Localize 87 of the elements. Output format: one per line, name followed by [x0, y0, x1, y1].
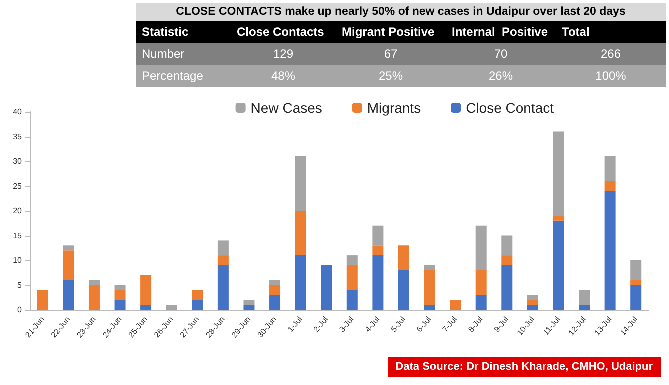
bar	[630, 285, 642, 310]
bar	[218, 256, 229, 266]
bar	[527, 295, 538, 300]
bar	[372, 226, 384, 246]
bar	[604, 181, 616, 192]
text: 67	[336, 43, 446, 65]
bar	[424, 270, 436, 306]
legend-label: Close Contact	[466, 100, 554, 116]
bar	[321, 265, 332, 310]
bar	[166, 305, 178, 310]
bar	[88, 285, 100, 310]
text: CLOSE CONTACTS make up nearly 50% of new cases in Udaipur over last 20 days	[136, 3, 666, 21]
bar	[192, 290, 204, 300]
bar	[63, 250, 74, 280]
text: 129	[231, 43, 336, 65]
bar	[218, 240, 229, 256]
bar	[295, 256, 306, 310]
y-tick-label: 5	[18, 280, 23, 290]
y-tick-label: 15	[13, 231, 23, 240]
bar	[604, 191, 616, 310]
legend-label: Migrants	[367, 100, 422, 116]
legend-label: New Cases	[250, 100, 322, 116]
text: Migrant Positive	[336, 21, 446, 43]
bar	[63, 246, 74, 251]
y-tick-label: 30	[13, 157, 23, 166]
bar	[114, 290, 126, 300]
y-tick-label: 0	[18, 306, 23, 314]
bar	[398, 270, 410, 310]
bar	[270, 285, 281, 296]
bar	[244, 305, 255, 310]
bar	[346, 265, 358, 290]
text: Close Contacts	[231, 21, 336, 43]
bar	[218, 265, 229, 310]
text: 70	[446, 43, 556, 65]
bar	[476, 270, 487, 296]
bar	[37, 290, 48, 310]
bar	[450, 300, 462, 310]
bar	[424, 265, 436, 270]
text: 25%	[336, 65, 446, 87]
y-tick-label: 35	[13, 132, 23, 142]
bar	[295, 156, 306, 211]
text: 48%	[231, 65, 336, 87]
bar	[604, 156, 616, 182]
bar	[553, 220, 564, 310]
text: Statistic	[136, 21, 231, 43]
bar	[114, 300, 126, 310]
bar	[192, 300, 204, 310]
bar	[114, 285, 126, 290]
bar	[630, 280, 642, 286]
bar	[476, 226, 487, 270]
source-note: Data Source: Dr Dinesh Kharade, CMHO, Udaipur	[388, 357, 661, 377]
bar	[553, 132, 564, 216]
bar	[140, 275, 152, 306]
bar	[270, 295, 281, 310]
bar	[502, 236, 513, 256]
text: Percentage	[136, 65, 231, 87]
bar	[295, 211, 306, 256]
bar	[527, 300, 538, 306]
text: 100%	[556, 65, 666, 87]
bar	[88, 280, 100, 286]
bar	[270, 280, 281, 286]
y-tick-label: 40	[13, 108, 23, 116]
bar	[398, 246, 410, 270]
bar	[579, 305, 590, 310]
bar	[63, 280, 74, 310]
text: Internal Positive	[446, 21, 556, 43]
bar	[140, 305, 152, 310]
bar	[579, 290, 590, 306]
bar	[244, 300, 255, 306]
text: Total	[556, 21, 666, 43]
text: Number	[136, 43, 231, 65]
y-tick-label: 20	[13, 206, 23, 216]
y-tick-label: 25	[13, 182, 23, 191]
bar	[553, 216, 564, 221]
bar	[502, 265, 513, 310]
bar	[346, 256, 358, 266]
y-tick-label: 10	[13, 256, 23, 265]
text: 266	[556, 43, 666, 65]
bar	[476, 295, 487, 310]
bar	[372, 246, 384, 256]
bar	[630, 260, 642, 280]
bar	[502, 256, 513, 266]
bar	[424, 305, 436, 310]
bar	[527, 305, 538, 310]
text: 26%	[446, 65, 556, 87]
bar	[346, 290, 358, 310]
bar	[372, 256, 384, 310]
